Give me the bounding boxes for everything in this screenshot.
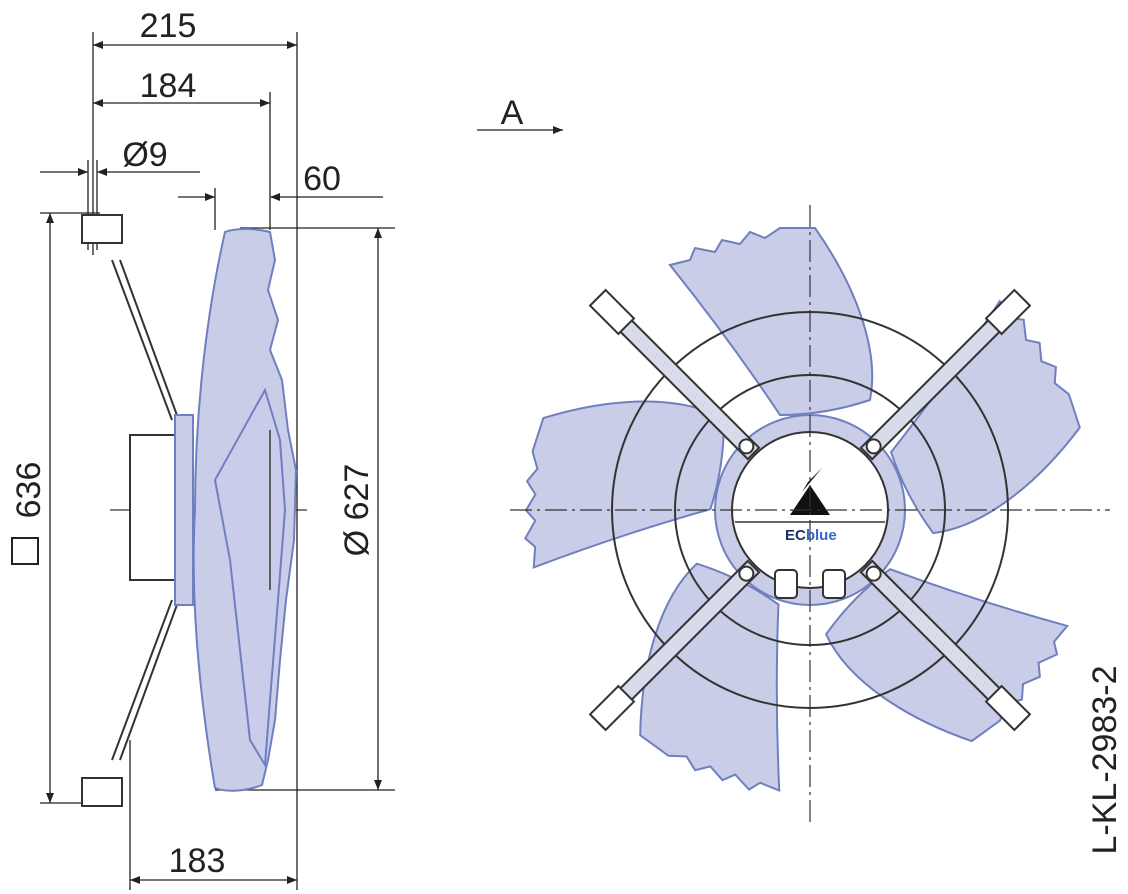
front-view: ECblue bbox=[497, 205, 1110, 825]
dim-label: Ø 627 bbox=[338, 464, 376, 557]
drawing-id: L-KL-2983-2 bbox=[1086, 665, 1124, 854]
dim-label: 184 bbox=[140, 67, 197, 105]
logo: ECblue bbox=[785, 527, 837, 544]
dim-label: 215 bbox=[140, 7, 197, 45]
dim-label: 636 bbox=[10, 462, 48, 519]
side-view bbox=[81, 214, 310, 807]
dim-label: 60 bbox=[303, 160, 341, 198]
view-label: A bbox=[501, 94, 524, 132]
struts bbox=[588, 288, 1032, 732]
dimension-lines bbox=[40, 41, 383, 884]
dim-label: Ø9 bbox=[122, 136, 167, 174]
square-symbol bbox=[11, 537, 39, 565]
dim-label: 183 bbox=[169, 842, 226, 880]
